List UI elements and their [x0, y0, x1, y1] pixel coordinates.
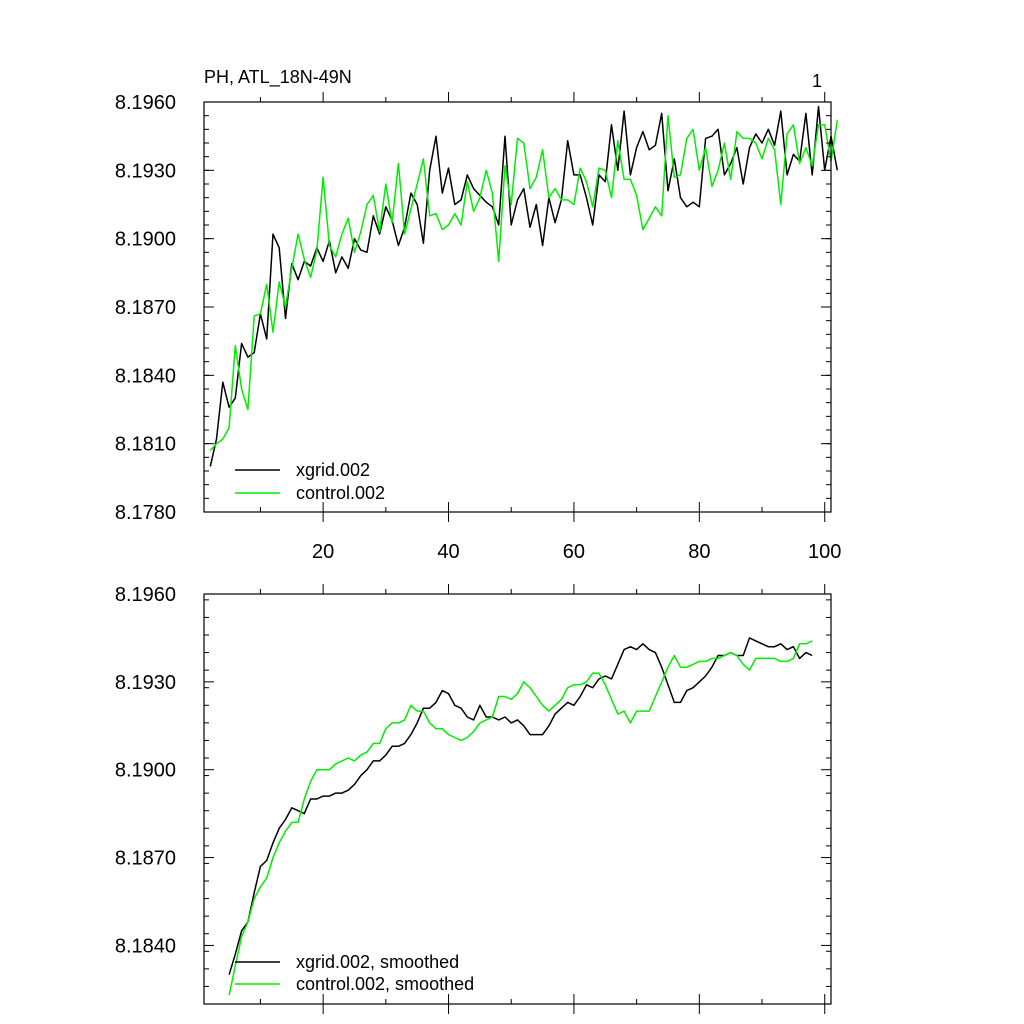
- legend-label-control-smoothed: control.002, smoothed: [296, 974, 474, 994]
- legend-label-xgrid-smoothed: xgrid.002, smoothed: [296, 952, 459, 972]
- top-y-tick-label: 8.1930: [115, 160, 176, 182]
- bottom-legend: xgrid.002, smoothed control.002, smoothe…: [235, 952, 474, 994]
- top-legend: xgrid.002 control.002: [235, 460, 385, 503]
- top-panel: PH, ATL_18N-49N 1 8.1780 8.1810 8.1840 8.18…: [115, 67, 842, 563]
- top-y-tick-label: 8.1840: [115, 365, 176, 387]
- top-x-tick-label: 40: [437, 541, 459, 563]
- bottom-series-line-0: [228, 637, 813, 975]
- top-y-tick-label: 8.1780: [115, 502, 176, 524]
- top-x-tick-label: 20: [312, 541, 334, 563]
- bottom-tick-layer: 8.1840 8.1870 8.1900 8.1930 8.1960: [115, 584, 831, 1014]
- top-series-line-1: [209, 114, 839, 452]
- top-y-tick-label: 8.1870: [115, 297, 176, 319]
- bottom-y-tick-label: 8.1900: [115, 760, 176, 782]
- bottom-y-tick-label: 8.1870: [115, 848, 176, 870]
- bottom-plot-frame: [203, 593, 832, 1005]
- top-panel-title: PH, ATL_18N-49N: [204, 67, 352, 88]
- top-y-tick-label: 8.1900: [115, 229, 176, 251]
- top-tick-layer: 8.1780 8.1810 8.1840 8.1870 8.1900 8.1930 8.19…: [115, 92, 841, 563]
- top-panel-right-label: 1: [812, 71, 822, 91]
- bottom-panel: 8.1840 8.1870 8.1900 8.1930 8.1960 xgrid.002…: [115, 584, 832, 1014]
- top-series-layer: [209, 105, 839, 467]
- bottom-series-layer: [228, 637, 813, 996]
- top-x-tick-label: 60: [563, 541, 585, 563]
- top-x-tick-label: 100: [808, 541, 841, 563]
- top-y-tick-label: 8.1810: [115, 434, 176, 456]
- legend-label-xgrid: xgrid.002: [296, 460, 370, 480]
- legend-label-control: control.002: [296, 483, 385, 503]
- bottom-y-tick-label: 8.1930: [115, 672, 176, 694]
- bottom-series-line-1: [228, 640, 813, 996]
- bottom-y-tick-label: 8.1840: [115, 935, 176, 957]
- bottom-y-tick-label: 8.1960: [115, 584, 176, 606]
- top-y-tick-label: 8.1960: [115, 92, 176, 114]
- top-x-tick-label: 80: [688, 541, 710, 563]
